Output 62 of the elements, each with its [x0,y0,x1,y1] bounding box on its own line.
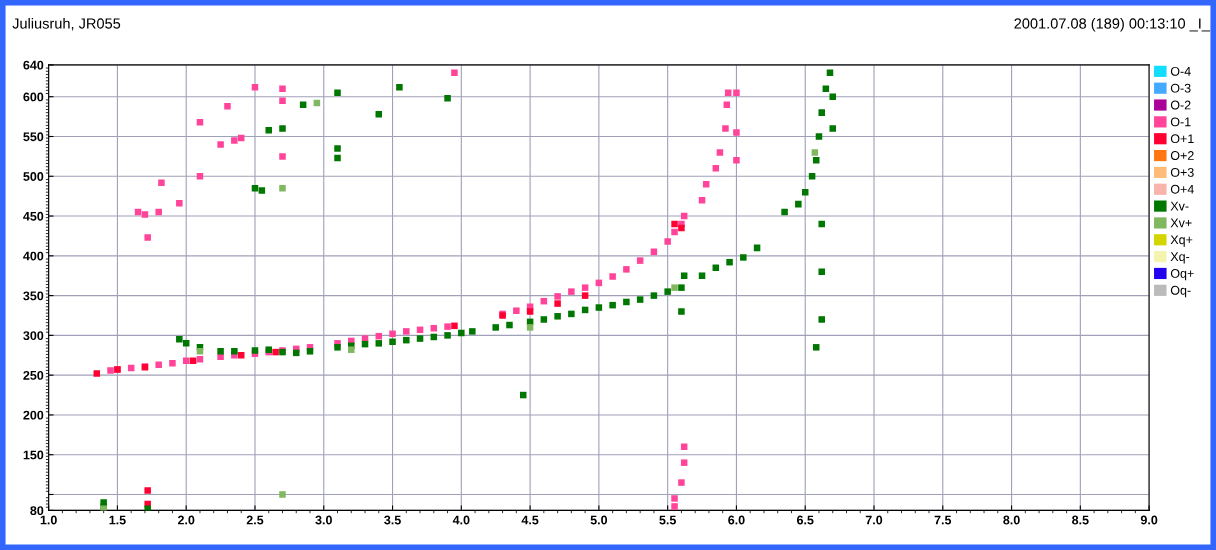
point [279,184,286,192]
legend-label: O+1 [1170,134,1194,144]
point [811,149,819,156]
legend-label: Oq+ [1170,269,1194,281]
point [272,348,279,356]
point [554,300,561,307]
point [237,352,245,359]
legend-label: O+4 [1170,184,1194,194]
x-tick-label: 3.5 [384,515,401,525]
y-tick-label: 300 [23,331,44,341]
y-tick-label: 640 [23,60,44,70]
y-tick-label: 80 [30,506,44,516]
point [93,370,101,377]
legend-label: O+2 [1170,151,1194,160]
x-tick-label: 4.5 [521,515,539,525]
point [144,487,151,494]
legend-label: O+3 [1170,167,1194,177]
x-tick-label: 8.0 [1003,515,1020,525]
point [348,346,355,353]
y-tick-label: 150 [23,450,44,460]
point [678,224,685,232]
legend-label: Xq+ [1170,235,1193,247]
point [581,292,589,299]
legend-label: O-2 [1170,100,1191,110]
y-tick-label: 600 [23,92,44,102]
legend-label: Xv- [1170,201,1189,211]
x-tick-label: 4.0 [452,515,470,525]
chart-subtitle: 2001.07.08 (189) 00:13:10 _I_ [1014,17,1211,32]
x-tick-label: 9.0 [1140,515,1158,525]
x-tick-label: 2.0 [177,515,195,525]
y-tick-label: 550 [23,132,44,142]
x-tick-label: 6.5 [796,515,814,525]
point [279,491,286,498]
x-tick-label: 5.0 [590,515,608,525]
x-tick-label: 3.0 [315,515,332,525]
x-tick-label: 7.5 [934,515,952,525]
point [671,220,678,228]
point [526,324,534,331]
legend-label: O-1 [1170,117,1191,127]
point [451,322,458,330]
y-tick-label: 400 [23,251,44,261]
y-tick-label: 450 [23,211,44,221]
legend-label: O-4 [1170,66,1191,76]
point [526,308,534,315]
point [196,348,204,355]
y-tick-label: 500 [23,172,44,181]
legend-label: Xq- [1170,252,1190,264]
x-tick-label: 8.5 [1072,515,1089,525]
x-tick-label: 1.0 [40,515,57,525]
x-tick-label: 1.5 [109,515,126,525]
point [671,284,678,291]
y-tick-label: 250 [23,370,44,380]
legend-label: O-3 [1170,83,1191,93]
chart-title: Juliusruh, JR055 [12,17,121,31]
y-tick-label: 200 [23,410,44,420]
legend-label: Oq- [1170,285,1191,298]
x-tick-label: 7.0 [865,515,883,525]
x-tick-label: 2.5 [246,515,264,525]
x-tick-label: 6.0 [728,515,745,525]
legend-label: Xv+ [1170,218,1192,228]
x-tick-label: 5.5 [659,515,676,525]
y-tick-label: 350 [23,291,44,301]
